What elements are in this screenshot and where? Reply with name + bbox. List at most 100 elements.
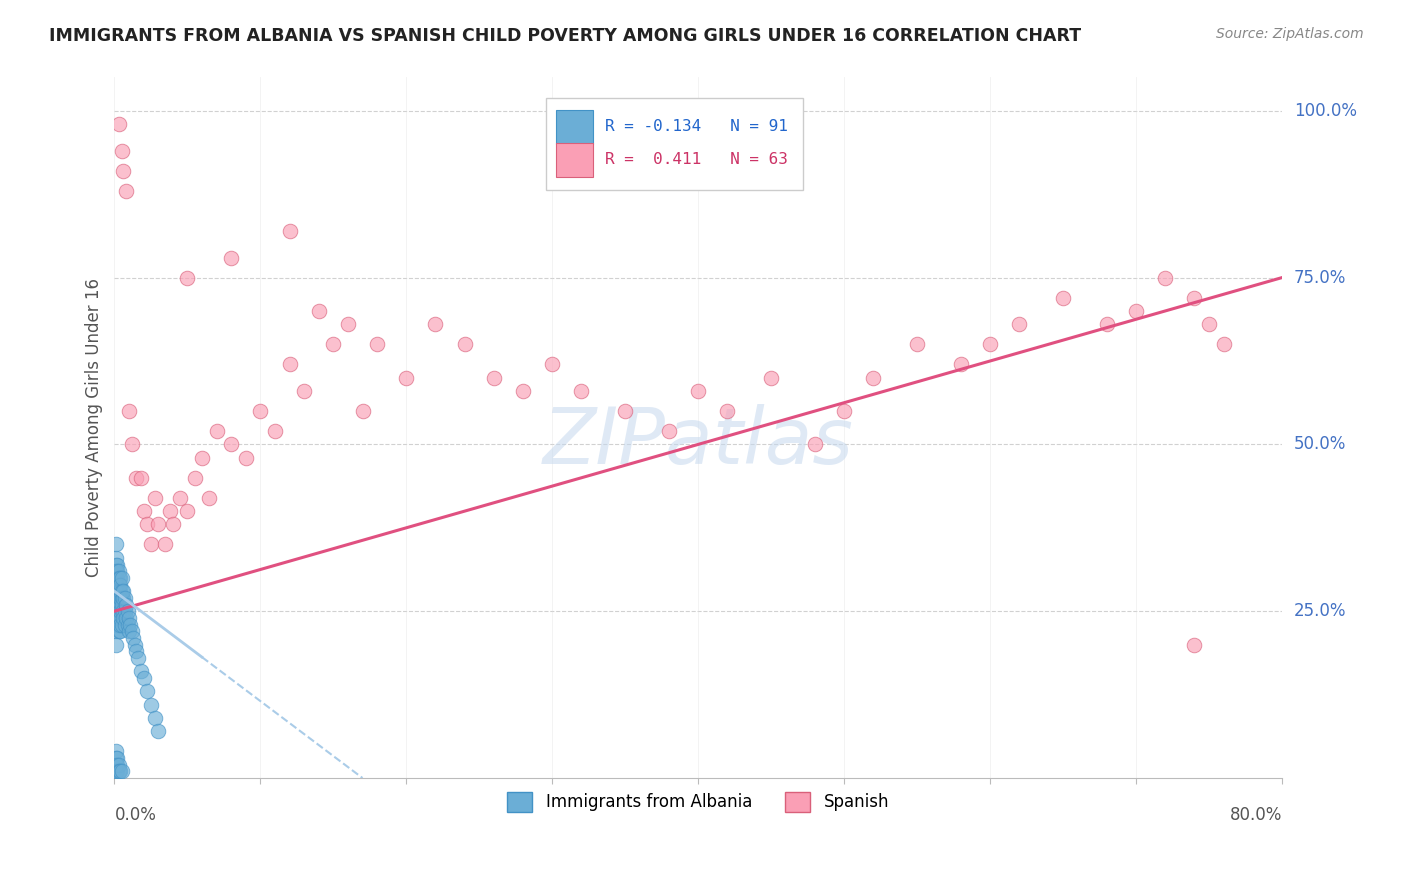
Point [111,591,134,605]
Point [176,270,198,285]
Point [336,318,359,332]
Point [104,751,127,765]
Point [148,517,170,532]
Point [264,424,287,438]
Point [107,591,129,605]
Point [127,651,149,665]
Point [104,564,127,578]
Point [111,584,134,599]
Point [104,604,127,618]
Point [862,370,884,384]
Point [143,491,166,505]
Text: 100.0%: 100.0% [1294,102,1357,120]
Text: 0.0%: 0.0% [114,806,156,824]
Point [129,471,152,485]
Point [425,318,447,332]
Point [107,598,129,612]
Point [453,337,475,351]
Point [104,638,127,652]
Point [110,598,132,612]
Point [198,491,221,505]
Point [117,617,139,632]
Point [308,304,330,318]
Text: R = -0.134   N = 91: R = -0.134 N = 91 [605,119,787,134]
Point [1182,291,1205,305]
Point [135,684,157,698]
Point [482,370,505,384]
Point [905,337,928,351]
Point [110,591,132,605]
Point [104,617,127,632]
Point [112,604,135,618]
Point [105,558,128,572]
Point [1095,318,1118,332]
Point [114,604,136,618]
Point [804,437,827,451]
Point [105,757,128,772]
Point [107,764,129,779]
Point [169,491,191,505]
Text: 50.0%: 50.0% [1294,435,1346,453]
Point [1008,318,1031,332]
Point [115,598,138,612]
Point [104,564,127,578]
Text: 75.0%: 75.0% [1294,268,1346,286]
Point [114,591,136,605]
Point [1182,638,1205,652]
Point [176,504,198,518]
Point [111,617,134,632]
Point [110,624,132,639]
Point [107,117,129,131]
Point [105,571,128,585]
Point [104,598,127,612]
Point [832,404,855,418]
Point [183,471,205,485]
Point [278,357,301,371]
Point [105,617,128,632]
Point [949,357,972,371]
Point [122,631,145,645]
Point [105,611,128,625]
Point [125,471,148,485]
Point [614,404,637,418]
Text: Source: ZipAtlas.com: Source: ZipAtlas.com [1216,27,1364,41]
Point [139,537,162,551]
Point [105,598,128,612]
FancyBboxPatch shape [547,98,803,189]
Point [111,598,134,612]
Point [111,764,134,779]
Point [111,144,134,158]
Point [219,437,242,451]
Point [366,337,388,351]
Point [107,584,129,599]
Point [205,424,228,438]
Point [235,450,257,465]
Point [105,751,128,765]
Point [512,384,534,398]
Point [107,624,129,639]
Point [121,624,143,639]
Y-axis label: Child Poverty Among Girls Under 16: Child Poverty Among Girls Under 16 [86,278,103,577]
Point [104,584,127,599]
Point [107,604,129,618]
Point [1198,318,1220,332]
Text: 80.0%: 80.0% [1230,806,1282,824]
Point [1125,304,1147,318]
Point [132,671,155,685]
Point [107,564,129,578]
Point [115,184,138,198]
Point [110,617,132,632]
Point [107,757,129,772]
Point [132,504,155,518]
Point [107,617,129,632]
Point [118,624,141,639]
Point [105,577,128,591]
Point [104,577,127,591]
Point [571,384,593,398]
Point [395,370,418,384]
Point [104,550,127,565]
Point [249,404,271,418]
Point [104,584,127,599]
Point [105,764,128,779]
Point [111,571,134,585]
